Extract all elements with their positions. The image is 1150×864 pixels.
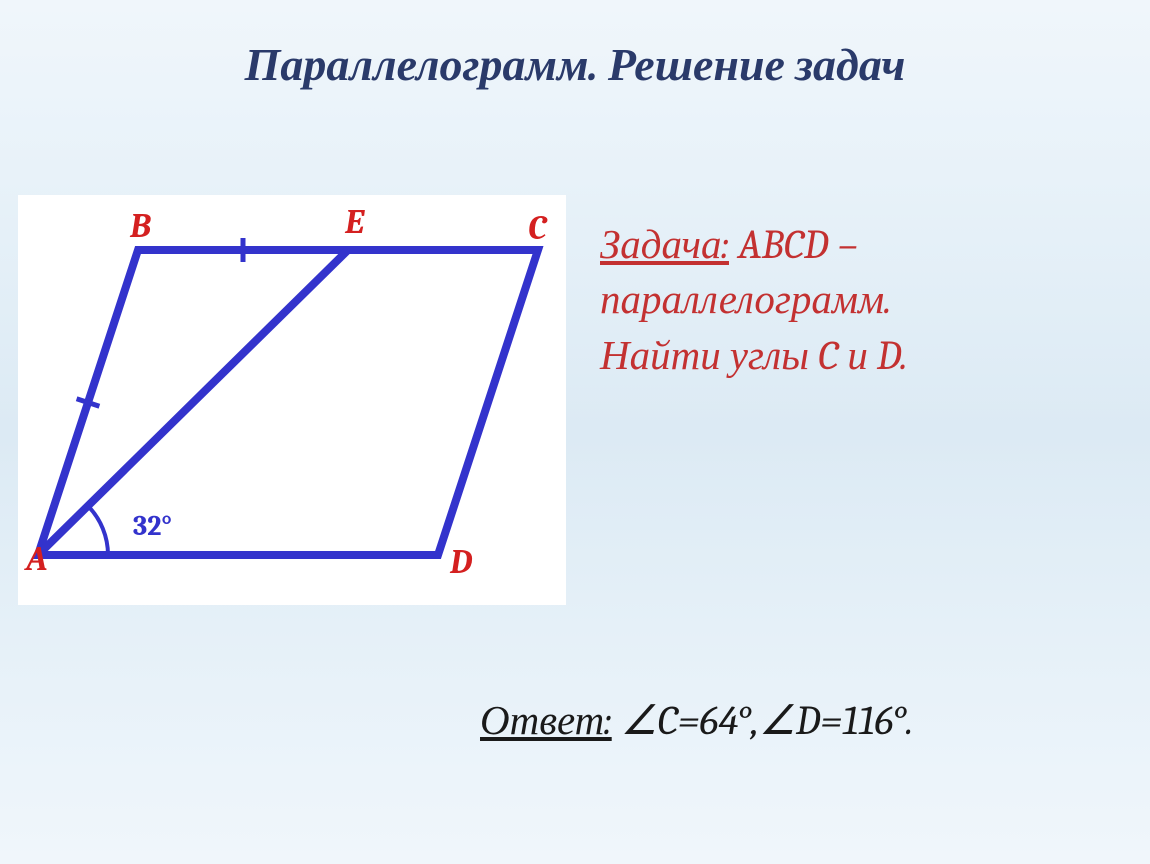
answer-label: Ответ:	[480, 698, 612, 745]
problem-line3: Найти углы C и D.	[600, 333, 908, 380]
problem-abcd: ABCD –	[738, 222, 858, 269]
problem-statement: Задача: ABCD – параллелограмм. Найти угл…	[600, 218, 1130, 384]
vertex-label-e: E	[344, 202, 365, 242]
angle-label: 32°	[133, 510, 172, 542]
problem-line2: параллелограмм.	[600, 277, 892, 324]
answer-statement: Ответ: ∠C=64°,∠D=116°.	[480, 696, 913, 745]
problem-label: Задача:	[600, 222, 729, 269]
vertex-label-d: D	[449, 542, 473, 582]
vertex-label-a: A	[24, 539, 47, 579]
angle-arc	[88, 506, 108, 555]
slide-title: Параллелограмм. Решение задач	[0, 38, 1150, 92]
diagram-svg: A B C D E 32°	[18, 195, 566, 605]
vertex-label-c: C	[528, 208, 548, 248]
vertex-label-b: B	[129, 206, 151, 246]
parallelogram-shape	[38, 250, 538, 555]
tick-ab	[77, 399, 100, 406]
answer-value: ∠C=64°,∠D=116°.	[612, 698, 914, 745]
parallelogram-diagram: A B C D E 32°	[18, 195, 566, 605]
